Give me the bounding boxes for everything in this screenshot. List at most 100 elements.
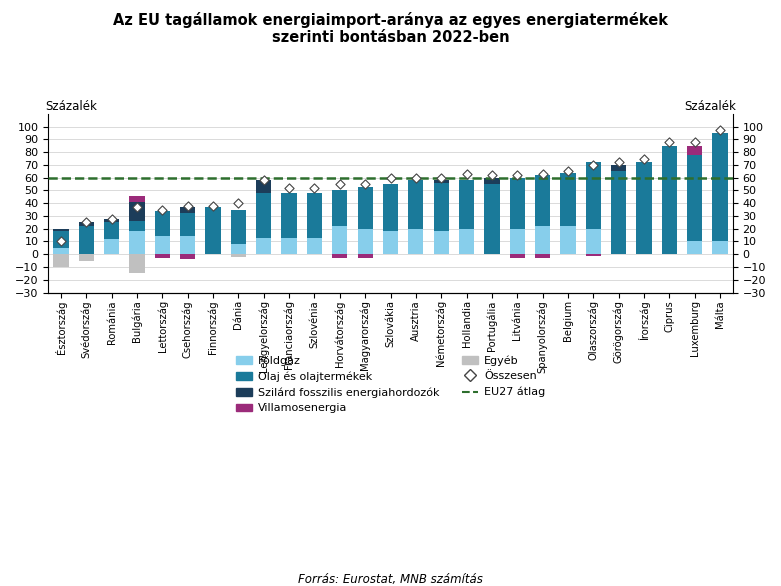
Bar [637,162,651,254]
Legend: Földgáz, Olaj és olajtermékek, Szilárd fosszilis energiahordozók, Villamosenergi: Földgáz, Olaj és olajtermékek, Szilárd f… [236,355,545,414]
Bar [484,184,500,254]
Point [612,158,625,167]
Bar [687,155,702,241]
Bar [687,146,702,155]
Point [258,176,270,185]
Point [384,173,397,182]
Point [333,179,346,189]
Point [181,201,194,210]
Point [511,171,523,180]
Bar [155,211,170,236]
Bar [180,213,195,236]
Bar [180,236,195,254]
Bar [611,171,626,254]
Point [130,202,143,212]
Point [359,179,372,189]
Bar [180,254,195,260]
Bar [459,229,474,254]
Bar [230,210,246,244]
Bar [332,254,348,258]
Bar [130,221,144,231]
Bar [130,202,144,221]
Text: Forrás: Eurostat, MNB számítás: Forrás: Eurostat, MNB számítás [298,573,483,586]
Point [308,183,321,193]
Bar [433,231,449,254]
Bar [130,196,144,202]
Bar [307,193,322,238]
Point [460,169,473,179]
Bar [53,229,69,231]
Point [638,154,651,163]
Bar [256,193,271,238]
Bar [510,229,525,254]
Bar [130,254,144,274]
Point [562,166,574,176]
Bar [383,184,398,231]
Point [55,237,67,246]
Point [486,171,498,180]
Bar [104,239,119,254]
Bar [383,231,398,254]
Bar [358,229,373,254]
Bar [332,190,348,226]
Point [105,214,118,223]
Bar [307,238,322,254]
Point [435,173,448,182]
Point [714,126,726,135]
Bar [230,254,246,257]
Point [207,201,219,210]
Point [80,217,92,227]
Point [587,160,600,169]
Bar [104,222,119,239]
Bar [281,238,297,254]
Text: Százalék: Százalék [45,100,97,113]
Bar [205,207,220,254]
Point [156,205,169,214]
Bar [358,186,373,229]
Text: Százalék: Százalék [684,100,736,113]
Bar [433,180,449,183]
Bar [712,133,728,241]
Bar [561,172,576,226]
Bar [586,254,601,255]
Point [689,137,701,146]
Bar [712,241,728,254]
Bar [256,180,271,193]
Bar [281,193,297,238]
Bar [53,231,69,248]
Bar [433,183,449,231]
Bar [79,226,94,254]
Point [409,173,422,182]
Bar [459,180,474,229]
Bar [408,180,423,229]
Point [663,137,676,146]
Bar [155,236,170,254]
Bar [130,231,144,254]
Bar [561,226,576,254]
Point [232,199,244,208]
Bar [79,254,94,261]
Bar [484,178,500,184]
Bar [358,254,373,258]
Bar [155,254,170,258]
Bar [230,244,246,254]
Bar [662,146,677,254]
Bar [104,219,119,222]
Bar [535,175,551,226]
Bar [586,162,601,229]
Bar [79,222,94,226]
Bar [586,229,601,254]
Bar [408,229,423,254]
Bar [535,254,551,258]
Bar [510,254,525,258]
Bar [256,238,271,254]
Bar [687,241,702,254]
Bar [535,226,551,254]
Point [537,169,549,179]
Bar [510,178,525,229]
Text: Az EU tagállamok energiaimport-aránya az egyes energiatermékek
szerinti bontásba: Az EU tagállamok energiaimport-aránya az… [113,12,668,45]
Bar [611,165,626,171]
Point [283,183,295,193]
Bar [53,254,69,267]
Bar [53,248,69,254]
